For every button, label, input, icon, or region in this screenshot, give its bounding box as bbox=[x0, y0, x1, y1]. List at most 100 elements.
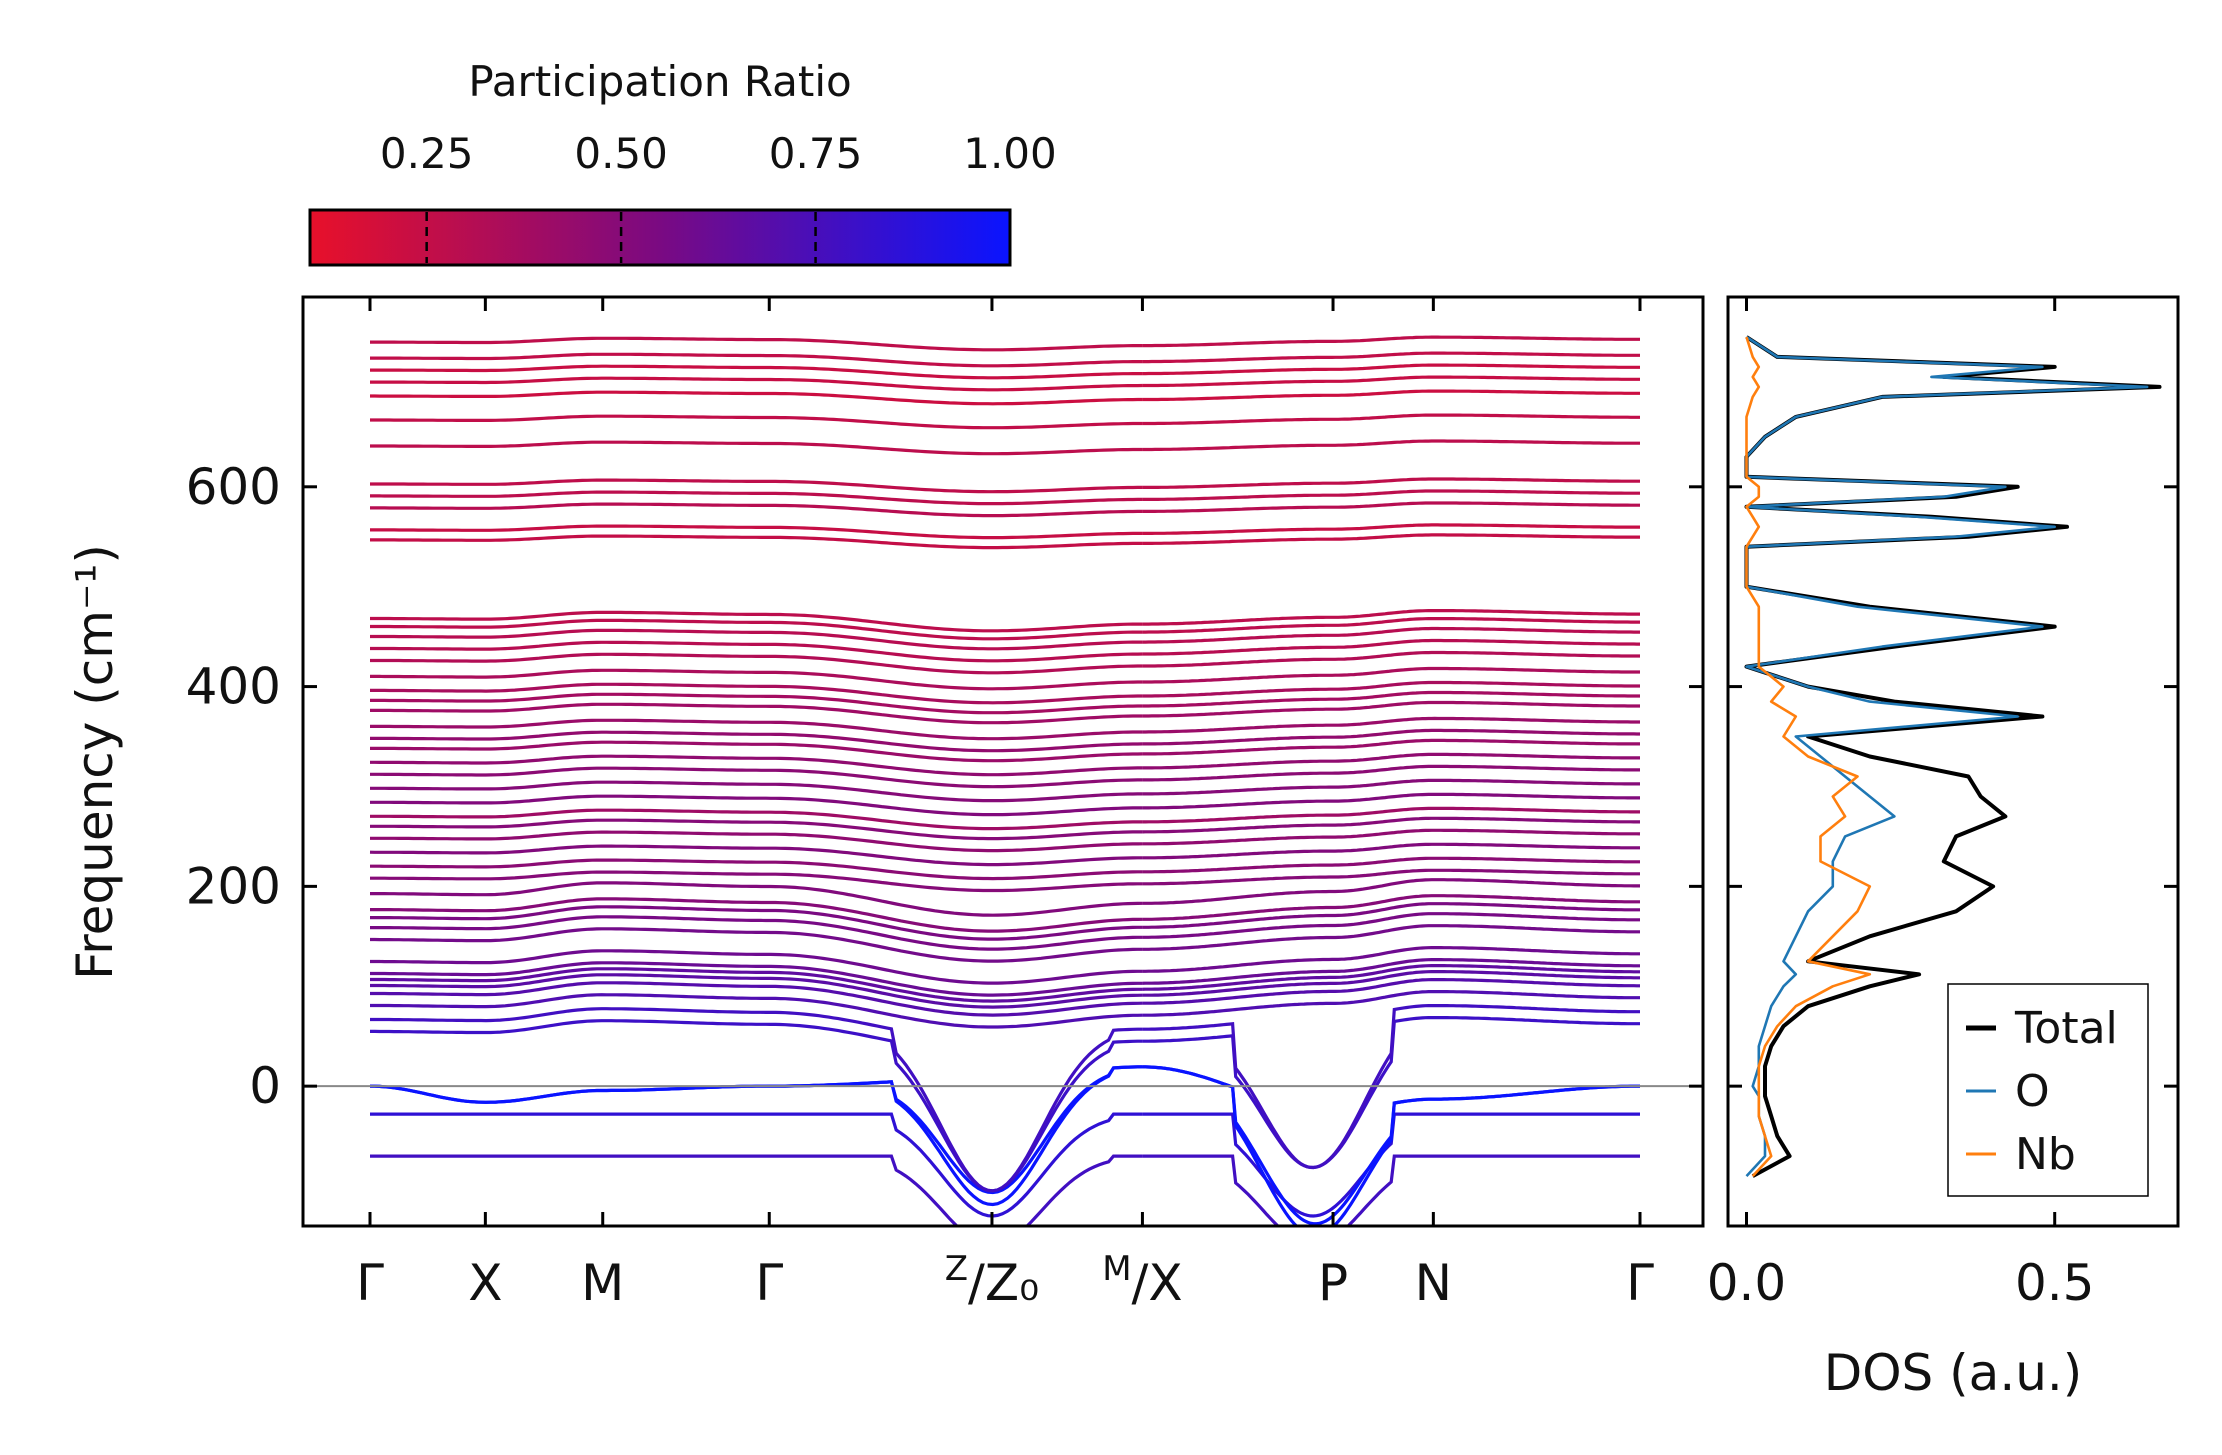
k-point-label: N bbox=[1415, 1254, 1452, 1312]
band-line bbox=[370, 490, 1143, 506]
band-line bbox=[370, 881, 1143, 917]
band-line bbox=[370, 618, 1143, 641]
colorbar-tick-label: 0.25 bbox=[380, 129, 474, 178]
dos-curves bbox=[1744, 335, 2162, 1178]
k-point-label: Z/Z₀ bbox=[945, 1249, 1039, 1312]
band-line bbox=[1142, 1065, 1640, 1226]
band-line bbox=[370, 780, 1143, 803]
band-line bbox=[370, 993, 1143, 1029]
colorbar: Participation Ratio 0.25 0.50 0.75 1.00 bbox=[308, 57, 1057, 267]
band-y-axis: 0 200 400 600 bbox=[186, 458, 1703, 1115]
band-line bbox=[370, 730, 1143, 753]
dos-legend: Total O Nb bbox=[1947, 983, 2149, 1197]
band-line bbox=[370, 981, 1143, 1017]
band-line bbox=[370, 967, 1143, 1003]
band-line bbox=[1142, 868, 1640, 886]
band-line bbox=[370, 352, 1143, 368]
band-line bbox=[1142, 902, 1640, 929]
colorbar-ticks: 0.25 0.50 0.75 1.00 bbox=[380, 129, 1057, 263]
dos-y-ticks bbox=[1728, 485, 2178, 1088]
band-line bbox=[1142, 439, 1640, 452]
band-line bbox=[1142, 738, 1640, 756]
band-line bbox=[370, 668, 1143, 691]
band-line bbox=[1142, 1016, 1640, 1170]
band-line bbox=[370, 702, 1143, 725]
y-tick-label: 0 bbox=[249, 1057, 281, 1115]
band-line bbox=[370, 766, 1143, 789]
band-line bbox=[1142, 1004, 1640, 1170]
band-line bbox=[1142, 978, 1640, 1005]
legend-label: Nb bbox=[2015, 1129, 2076, 1180]
band-line bbox=[1142, 638, 1640, 656]
k-point-label: P bbox=[1318, 1254, 1348, 1312]
phonon-bands bbox=[369, 335, 1641, 1226]
band-line bbox=[370, 640, 1143, 663]
band-line bbox=[1142, 666, 1640, 684]
band-line bbox=[370, 364, 1143, 380]
band-line bbox=[1142, 617, 1640, 634]
band-line bbox=[370, 1007, 1143, 1193]
band-line bbox=[1142, 680, 1640, 698]
legend-label: Total bbox=[2014, 1003, 2118, 1054]
band-line bbox=[1142, 816, 1640, 834]
band-x-axis: Γ X M Γ Z/Z₀ M/X P N Γ bbox=[356, 297, 1654, 1312]
band-line bbox=[1142, 806, 1640, 824]
band-line bbox=[370, 376, 1143, 392]
band-line bbox=[370, 897, 1143, 933]
colorbar-bar bbox=[308, 208, 1012, 267]
band-line bbox=[370, 502, 1143, 518]
band-line bbox=[1142, 533, 1640, 545]
band-line bbox=[370, 1112, 1143, 1218]
k-point-label: Γ bbox=[1626, 1254, 1654, 1312]
k-point-label: Γ bbox=[356, 1254, 384, 1312]
y-tick-label: 600 bbox=[186, 458, 281, 516]
band-line bbox=[370, 682, 1143, 705]
band-line bbox=[1142, 842, 1640, 860]
band-line bbox=[1142, 878, 1640, 905]
band-line bbox=[370, 927, 1143, 963]
band-line bbox=[370, 336, 1143, 352]
k-point-label: X bbox=[468, 1254, 502, 1312]
dos-panel-frame bbox=[1726, 295, 2180, 1228]
band-line bbox=[1142, 728, 1640, 746]
y-axis-label: Frequency (cm⁻¹) bbox=[66, 544, 124, 980]
band-line bbox=[1142, 363, 1640, 376]
band-line bbox=[370, 905, 1143, 941]
band-line bbox=[370, 973, 1143, 1009]
y-tick-label: 200 bbox=[186, 857, 281, 915]
band-line bbox=[370, 754, 1143, 777]
band-line bbox=[1142, 990, 1640, 1017]
band-line bbox=[1142, 501, 1640, 513]
dos-x-tick-label: 0.0 bbox=[1707, 1254, 1787, 1312]
band-line bbox=[1142, 856, 1640, 874]
band-line bbox=[370, 961, 1143, 997]
band-line bbox=[1142, 912, 1640, 939]
band-line bbox=[1142, 964, 1640, 991]
band-line bbox=[370, 524, 1143, 540]
band-line bbox=[1142, 1112, 1640, 1218]
band-line bbox=[370, 858, 1143, 881]
band-line bbox=[1142, 626, 1640, 644]
band-line bbox=[1142, 477, 1640, 489]
band-line bbox=[1142, 716, 1640, 734]
dos-x-axis: 0.0 0.5 bbox=[1707, 297, 2094, 1312]
band-line bbox=[370, 628, 1143, 651]
band-panel-frame bbox=[301, 295, 1705, 1228]
k-point-label: M bbox=[581, 1254, 624, 1312]
band-line bbox=[370, 478, 1143, 494]
band-line bbox=[1142, 764, 1640, 782]
band-line bbox=[1142, 946, 1640, 973]
band-line bbox=[370, 915, 1143, 951]
dos-series-o bbox=[1745, 335, 2149, 1177]
band-line bbox=[1142, 778, 1640, 796]
band-line bbox=[1142, 690, 1640, 708]
band-line bbox=[370, 440, 1143, 456]
band-line bbox=[370, 610, 1143, 633]
band-line bbox=[370, 414, 1143, 430]
band-line bbox=[370, 534, 1143, 550]
band-line bbox=[370, 949, 1143, 985]
band-line bbox=[370, 390, 1143, 406]
band-line bbox=[1142, 650, 1640, 668]
band-line bbox=[370, 718, 1143, 741]
